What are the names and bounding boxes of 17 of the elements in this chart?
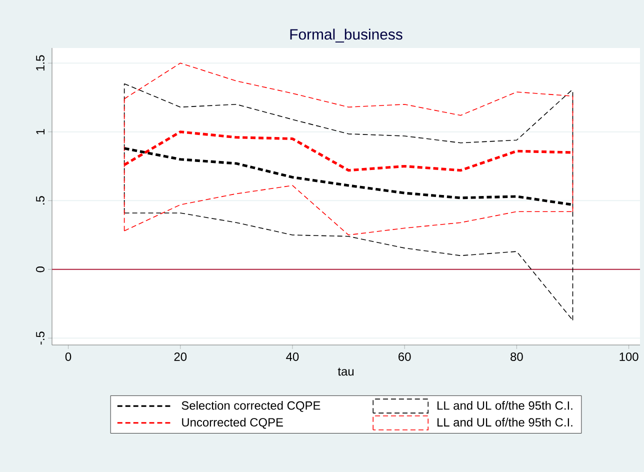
y-tick-label: 1 (36, 129, 44, 134)
y-tick-label: -.5 (36, 332, 44, 345)
legend-label: LL and UL of/the 95th C.I. (437, 401, 572, 410)
x-tick-label: 100 (620, 352, 638, 361)
y-tick-label: 1.5 (36, 55, 44, 71)
legend-label: Selection corrected CQPE (182, 401, 320, 412)
x-axis-title: tau (338, 368, 354, 376)
y-tick-label: .5 (36, 196, 44, 204)
x-tick-label: 0 (65, 352, 72, 361)
x-tick-label: 20 (174, 352, 187, 361)
legend-label: LL and UL of/the 95th C.I. (437, 418, 572, 427)
x-tick-label: 80 (510, 352, 523, 361)
x-tick-label: 40 (286, 352, 299, 361)
chart-title: Formal_business (290, 28, 402, 42)
legend-label: Uncorrected CQPE (182, 418, 283, 429)
x-tick-label: 60 (398, 352, 411, 361)
y-tick-label: 0 (36, 266, 44, 272)
